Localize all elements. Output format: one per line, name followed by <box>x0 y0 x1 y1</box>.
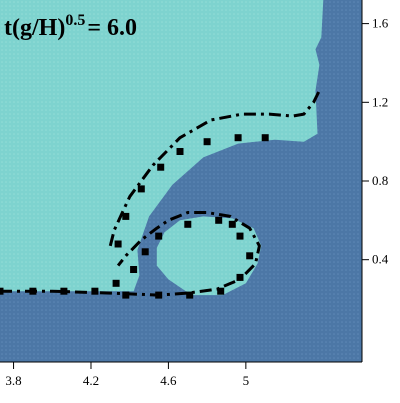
data-marker <box>236 273 244 281</box>
dash-dot-curve-1 <box>0 211 261 297</box>
data-marker <box>114 240 122 248</box>
data-marker <box>228 220 236 228</box>
data-marker <box>29 287 37 295</box>
y-tick-label: 1.6 <box>372 16 389 31</box>
x-tick-label: 4.2 <box>83 373 99 388</box>
data-marker <box>60 287 68 295</box>
chart-title: t(g/H)0.5= 6.0 <box>4 12 137 41</box>
dash-dot-curve-2 <box>108 89 321 247</box>
data-marker <box>186 291 194 299</box>
data-marker <box>91 287 99 295</box>
y-tick-label: 0.8 <box>372 173 388 188</box>
data-marker <box>261 134 269 142</box>
dark-fluid-region <box>0 0 362 362</box>
data-marker <box>122 212 130 220</box>
y-tick-label: 1.2 <box>372 94 388 109</box>
y-tick-label: 0.4 <box>372 252 389 267</box>
chart-title-exponent: 0.5 <box>65 12 85 29</box>
data-marker <box>112 279 120 287</box>
chart-title-base: t(g/H) <box>4 15 65 41</box>
data-marker <box>137 185 145 193</box>
data-marker <box>246 252 254 260</box>
data-marker <box>184 220 192 228</box>
data-marker <box>215 216 223 224</box>
chart-title-value: = 6.0 <box>87 15 137 41</box>
data-marker <box>217 287 225 295</box>
data-marker <box>234 134 242 142</box>
air-bubble-region <box>156 216 262 296</box>
data-marker <box>176 148 184 155</box>
data-marker <box>157 163 165 171</box>
axis-layer: 3.8 4.2 4.6 5 0.4 0.8 1.2 1.6 <box>0 0 389 388</box>
x-tick-label: 4.6 <box>160 373 177 388</box>
x-tick-label: 3.8 <box>5 373 21 388</box>
series-layer <box>0 89 321 299</box>
x-tick-label: 5 <box>243 373 250 388</box>
data-marker <box>155 232 163 240</box>
data-marker <box>122 291 130 299</box>
data-marker <box>0 287 4 295</box>
data-marker <box>236 232 244 240</box>
data-marker <box>141 248 149 256</box>
data-marker <box>130 266 138 273</box>
data-marker <box>203 138 211 146</box>
data-marker <box>155 291 163 299</box>
